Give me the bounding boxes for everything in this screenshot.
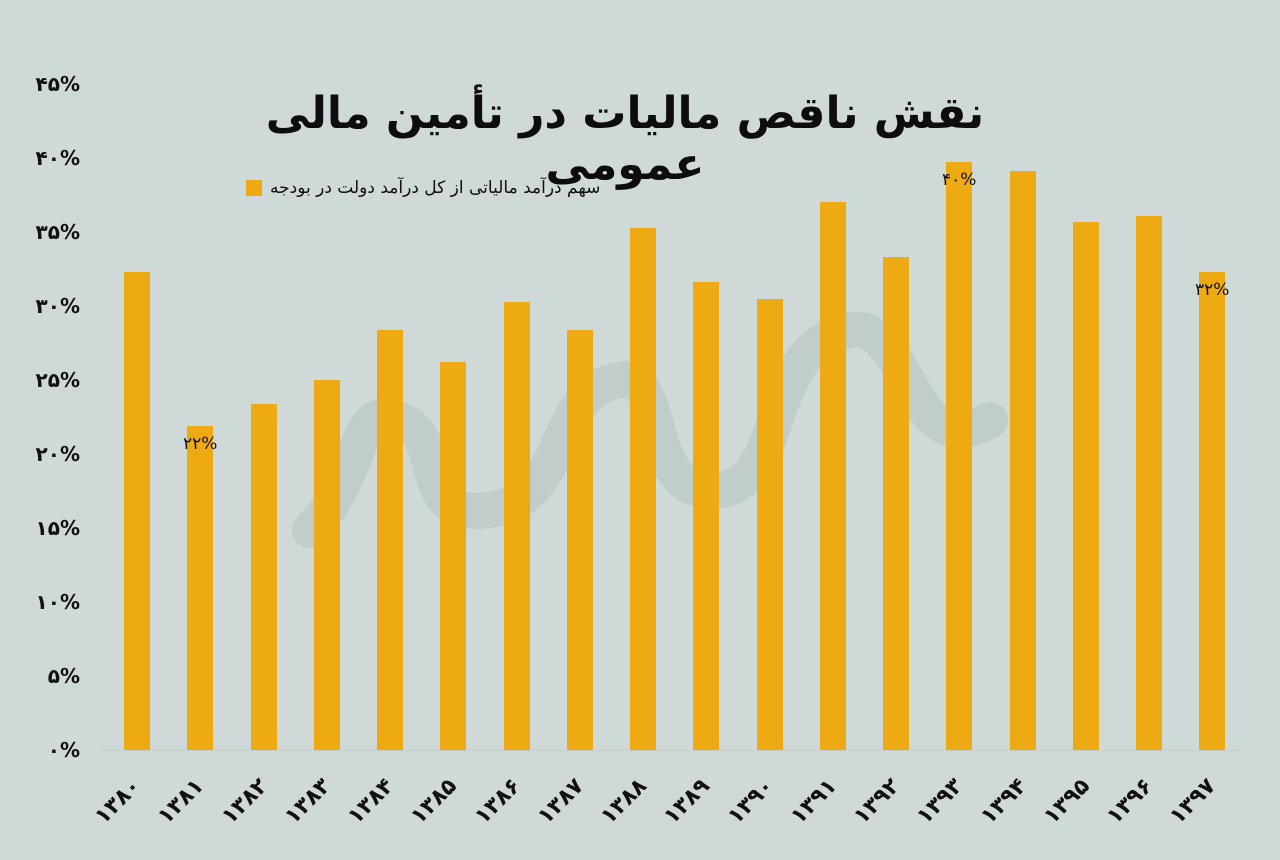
y-tick-label: ۱۵% [35,516,80,540]
bar [1199,271,1226,750]
x-axis-baseline [100,750,1240,751]
chart-title: نقش ناقص مالیات در تأمین مالی عمومی [265,88,985,190]
x-tick-label: ۱۳۸۹ [659,773,716,830]
x-tick-label: ۱۳۹۷ [1165,773,1222,830]
x-tick-label: ۱۳۸۵ [406,773,463,830]
x-tick-label: ۱۳۹۴ [975,773,1032,830]
x-tick-label: ۱۳۹۰ [722,773,779,830]
y-tick-label: ۱۰% [35,590,80,614]
x-tick-label: ۱۳۸۳ [279,773,336,830]
bar [313,380,340,750]
bar [187,425,214,750]
y-tick-label: ۳۰% [35,294,80,318]
bar [250,403,277,750]
legend: سهم درآمد مالیاتی از کل درآمد دولت در بو… [246,178,600,198]
bar [1072,221,1099,750]
x-tick-label: ۱۳۹۳ [912,773,969,830]
bar [819,202,846,750]
x-tick-label: ۱۳۸۴ [343,773,399,830]
data-label: ۳۲% [1195,279,1230,300]
bar [440,362,467,750]
x-tick-label: ۱۳۹۱ [785,773,842,830]
x-tick-label: ۱۳۸۸ [596,773,652,830]
bar [1009,171,1036,750]
bar [503,301,530,750]
x-tick-label: ۱۳۸۲ [216,773,273,830]
bar [566,329,593,750]
x-tick-label: ۱۳۸۰ [90,773,146,830]
y-tick-label: ۳۵% [35,220,80,244]
y-tick-label: ۴۰% [35,146,80,170]
y-tick-label: ۲۵% [35,368,80,392]
x-tick-label: ۱۳۹۲ [849,773,905,830]
y-tick-label: ۰% [47,738,80,762]
x-tick-label: ۱۳۸۷ [532,773,589,830]
data-label: ۴۰% [942,170,977,191]
bar [883,257,909,750]
bar [756,298,783,750]
legend-label: سهم درآمد مالیاتی از کل درآمد دولت در بو… [270,178,601,198]
data-label: ۲۲% [183,433,218,454]
y-tick-label: ۴۵% [35,72,80,96]
x-tick-label: ۱۳۸۶ [469,773,526,830]
bar [377,329,403,750]
x-tick-label: ۱۳۹۶ [1102,773,1158,830]
y-tick-label: ۲۰% [35,442,80,466]
bar [124,271,150,750]
bar [946,162,973,750]
legend-swatch [246,180,262,196]
y-tick-label: ۵% [47,664,80,688]
bar [630,227,656,750]
x-tick-label: ۱۳۹۵ [1038,773,1095,830]
bar [693,282,720,750]
x-tick-label: ۱۳۸۱ [153,773,210,830]
bar [1136,215,1162,750]
